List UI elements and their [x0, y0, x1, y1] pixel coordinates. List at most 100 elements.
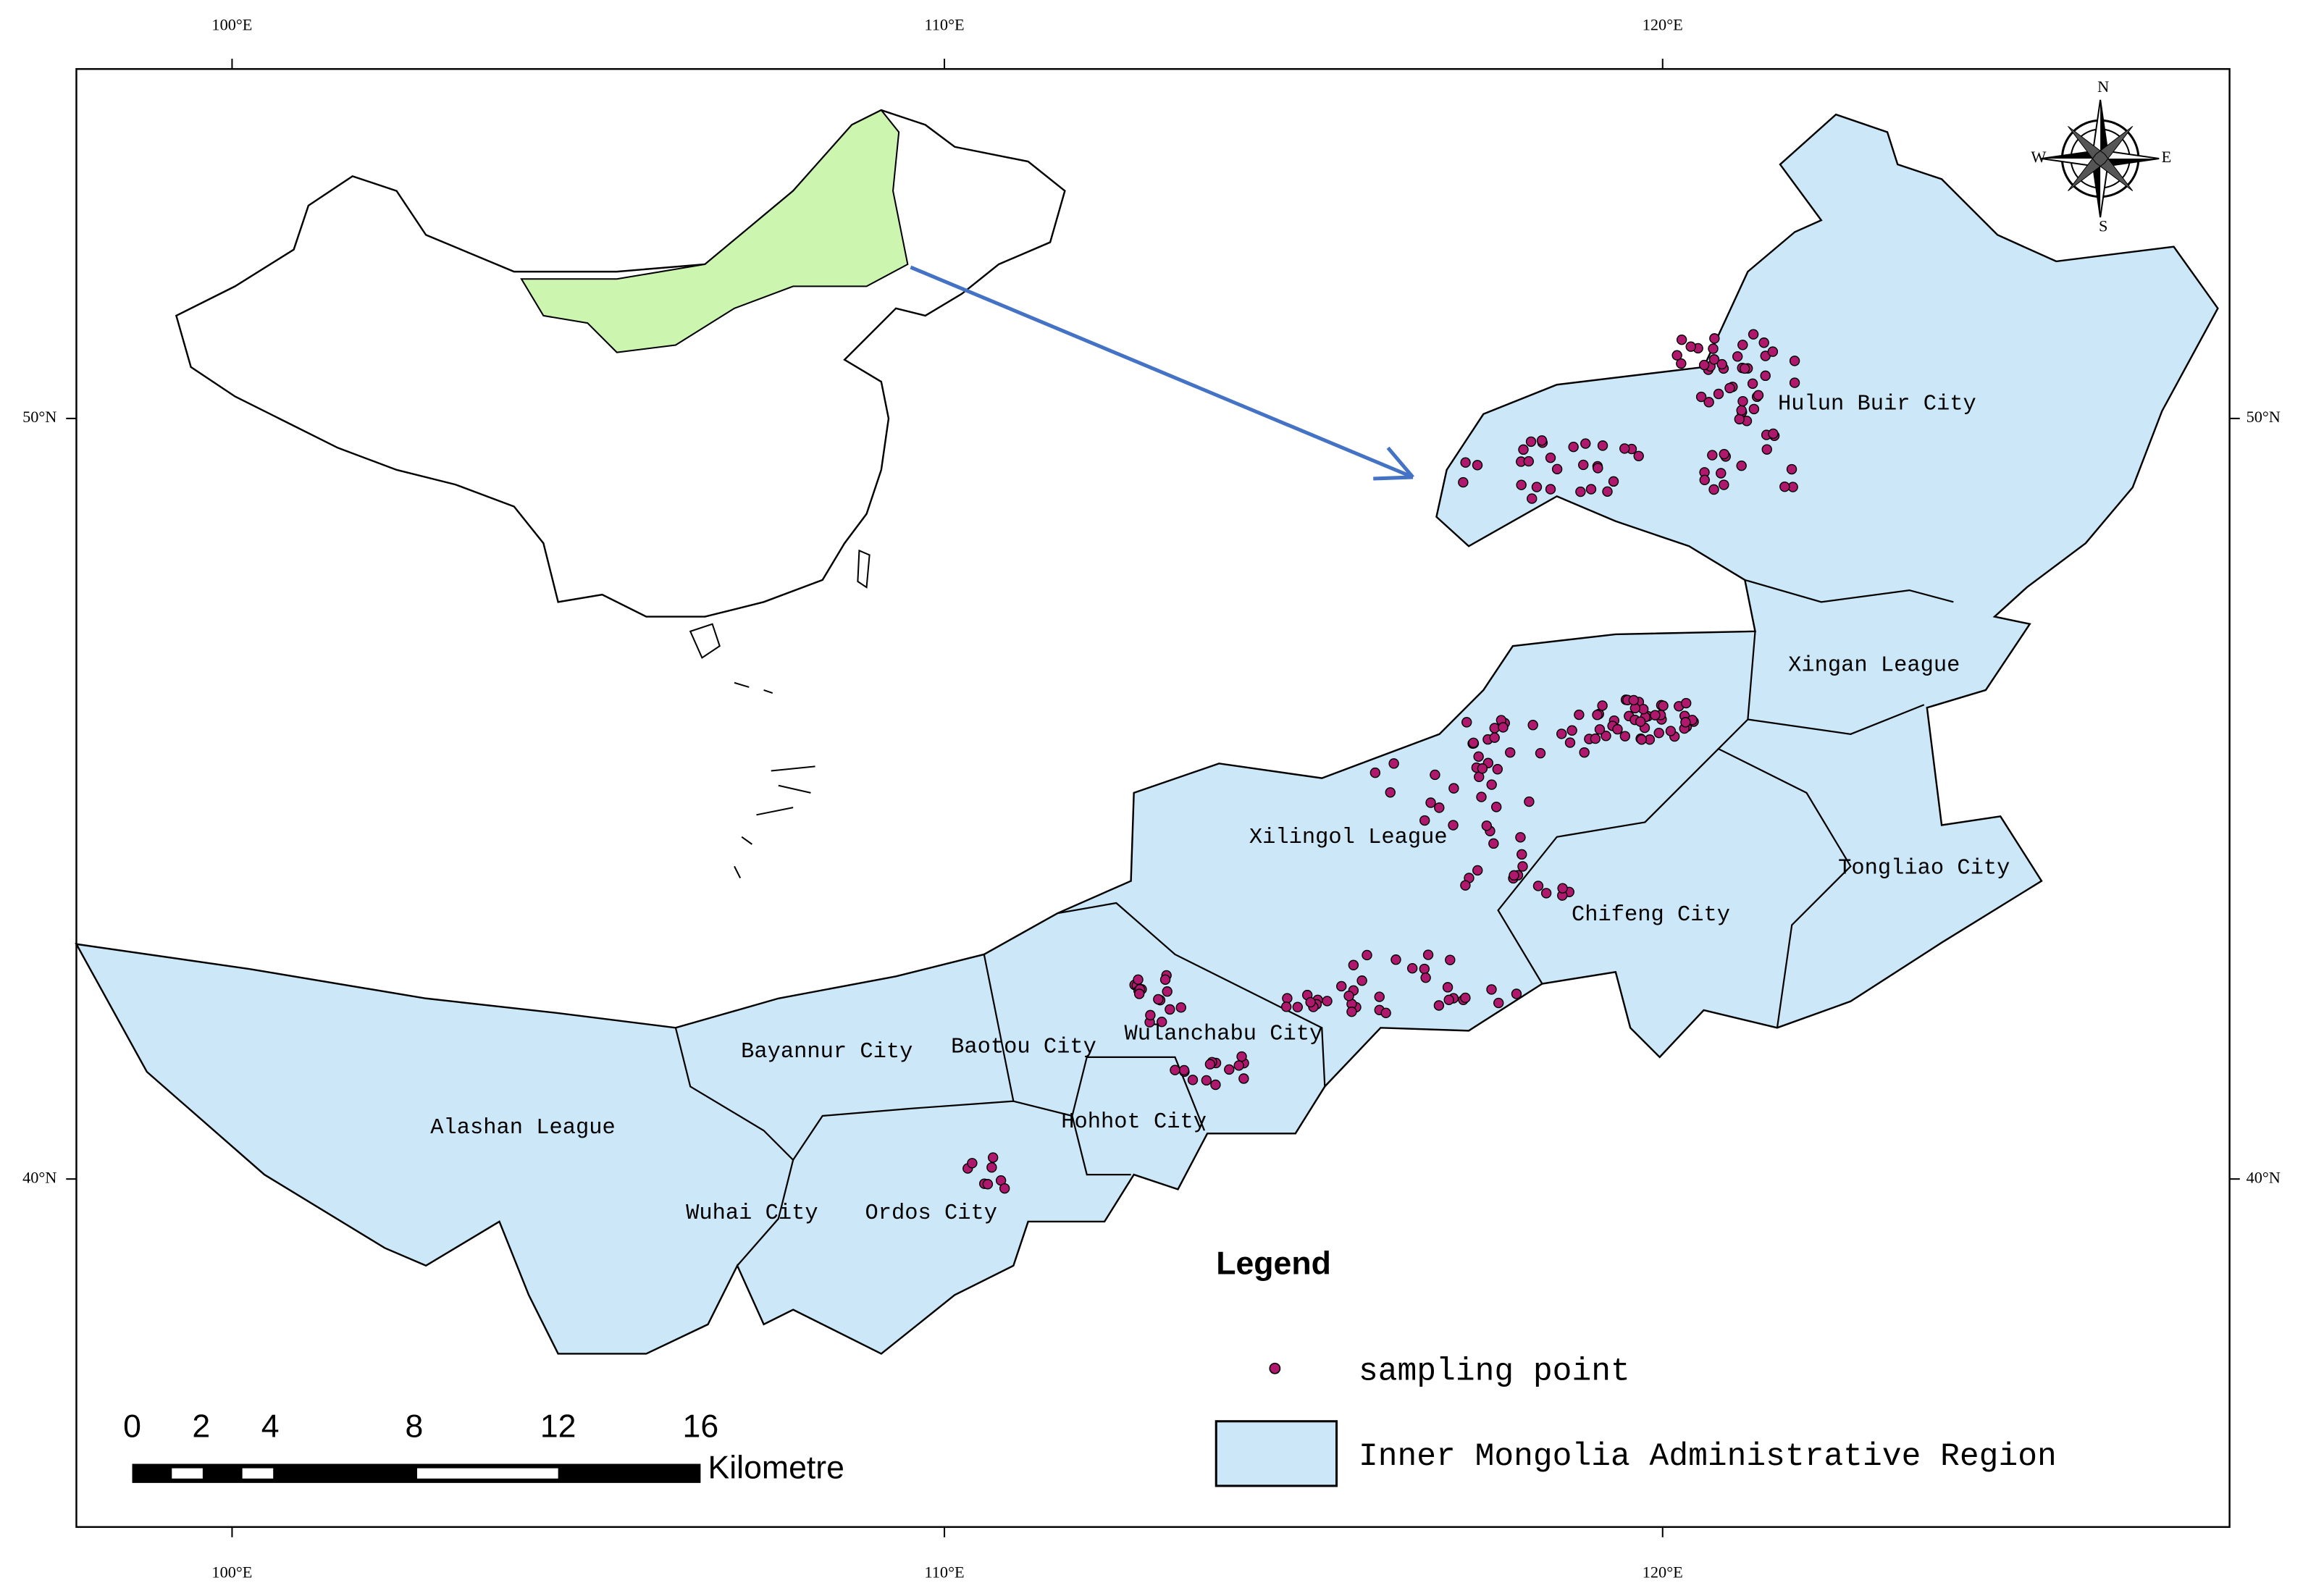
sampling-points [962, 329, 1800, 1194]
sampling-point [1165, 1004, 1175, 1015]
sampling-point [1516, 479, 1527, 490]
arrow [910, 265, 1414, 479]
sampling-point [1488, 838, 1499, 849]
scale-label: 12 [540, 1409, 576, 1445]
compass-letter: N [2097, 77, 2109, 96]
bottom-tick-label: 110°E [924, 1563, 964, 1582]
sampling-point [1619, 731, 1631, 742]
sampling-point [1635, 716, 1646, 727]
sampling-point [1658, 700, 1669, 711]
sampling-point [1568, 442, 1579, 453]
sampling-point [1789, 377, 1800, 388]
scale-label: 16 [683, 1409, 719, 1445]
sampling-point [1748, 403, 1760, 415]
sampling-point [1732, 351, 1743, 362]
sampling-point [1236, 1051, 1247, 1062]
sampling-point [1719, 479, 1729, 490]
region-label: Wuhai City [686, 1201, 818, 1226]
sampling-point [982, 1179, 994, 1190]
sampling-point [1734, 413, 1745, 425]
bottom-tick-label: 100°E [211, 1563, 252, 1582]
sampling-point [1145, 1009, 1156, 1021]
sampling-point [1545, 453, 1556, 463]
sampling-point [1716, 468, 1727, 479]
sampling-point [1162, 986, 1173, 997]
sampling-point [1460, 992, 1471, 1004]
region-label: Wulanchabu City [1125, 1022, 1323, 1046]
sampling-point [1716, 358, 1727, 370]
sampling-point [1676, 334, 1687, 345]
sampling-point [1153, 994, 1164, 1005]
right-tick-label: 40°N [2247, 1168, 2281, 1186]
left-tick-label: 40°N [22, 1168, 56, 1186]
sampling-point [1593, 463, 1603, 474]
south-sea-islands [734, 681, 815, 878]
region-label: Ordos City [865, 1201, 997, 1226]
sampling-point [1346, 1007, 1357, 1017]
sampling-point [1597, 700, 1608, 711]
sampling-point [1133, 988, 1145, 999]
sampling-point [1551, 463, 1563, 475]
sampling-point [1597, 440, 1608, 451]
sampling-point [1695, 391, 1707, 403]
sampling-point [1348, 959, 1359, 970]
top-tick-label: 100°E [211, 16, 252, 34]
sampling-point [1425, 797, 1436, 808]
scale-label: 8 [406, 1409, 424, 1445]
sampling-point [1472, 865, 1483, 876]
sampling-point [1233, 1060, 1244, 1071]
right-tick-label: 50°N [2247, 408, 2281, 426]
sampling-point [1336, 980, 1347, 992]
sampling-point [1737, 395, 1748, 407]
sampling-point [1419, 815, 1430, 826]
region-label: Chifeng City [1572, 903, 1730, 928]
sampling-point [1492, 764, 1503, 775]
sampling-point [1747, 378, 1758, 390]
sampling-point [1601, 731, 1611, 742]
sampling-point [1760, 370, 1771, 382]
sampling-point [1527, 493, 1538, 504]
region-borders [674, 579, 1954, 1267]
sampling-point [1280, 1001, 1292, 1012]
sampling-point [1676, 358, 1687, 369]
legend-title: Legend [1216, 1246, 1331, 1282]
sampling-point [1578, 459, 1589, 471]
sampling-point [1517, 861, 1528, 872]
sampling-point [1473, 751, 1484, 763]
sampling-point [1493, 997, 1504, 1009]
scale-bar [132, 1463, 701, 1483]
sampling-point [1476, 791, 1487, 802]
sampling-point [1761, 444, 1772, 455]
scale-label: 2 [192, 1409, 210, 1445]
sampling-point [1612, 723, 1623, 735]
sampling-point [1525, 436, 1537, 448]
sampling-point [1498, 722, 1509, 733]
sampling-point [1594, 724, 1606, 735]
sampling-point [1680, 717, 1691, 728]
sampling-point [1356, 975, 1367, 986]
sampling-point [1707, 450, 1718, 461]
sampling-point [1204, 1059, 1216, 1070]
sampling-point [999, 1183, 1010, 1194]
sampling-point [1187, 1075, 1199, 1085]
sampling-point [1681, 697, 1692, 709]
sampling-point [1579, 747, 1590, 758]
sampling-point [1419, 963, 1430, 975]
sampling-point [1322, 996, 1333, 1007]
sampling-point [1566, 725, 1577, 736]
sampling-point [967, 1158, 978, 1169]
legend-item: Inner Mongolia Administrative Region [1359, 1439, 2057, 1475]
sampling-point [1489, 723, 1500, 734]
sampling-point [1461, 717, 1472, 728]
sampling-point [1210, 1079, 1221, 1091]
legend-point-symbol [1269, 1362, 1281, 1374]
region-label: Hulun Buir City [1778, 392, 1976, 417]
sampling-point [1527, 720, 1538, 731]
bottom-tick-label: 120°E [1643, 1563, 1683, 1582]
region-label: Bayannur City [741, 1040, 913, 1064]
sampling-point [1517, 849, 1527, 860]
sampling-point [1430, 769, 1440, 781]
sampling-point [1515, 832, 1526, 843]
